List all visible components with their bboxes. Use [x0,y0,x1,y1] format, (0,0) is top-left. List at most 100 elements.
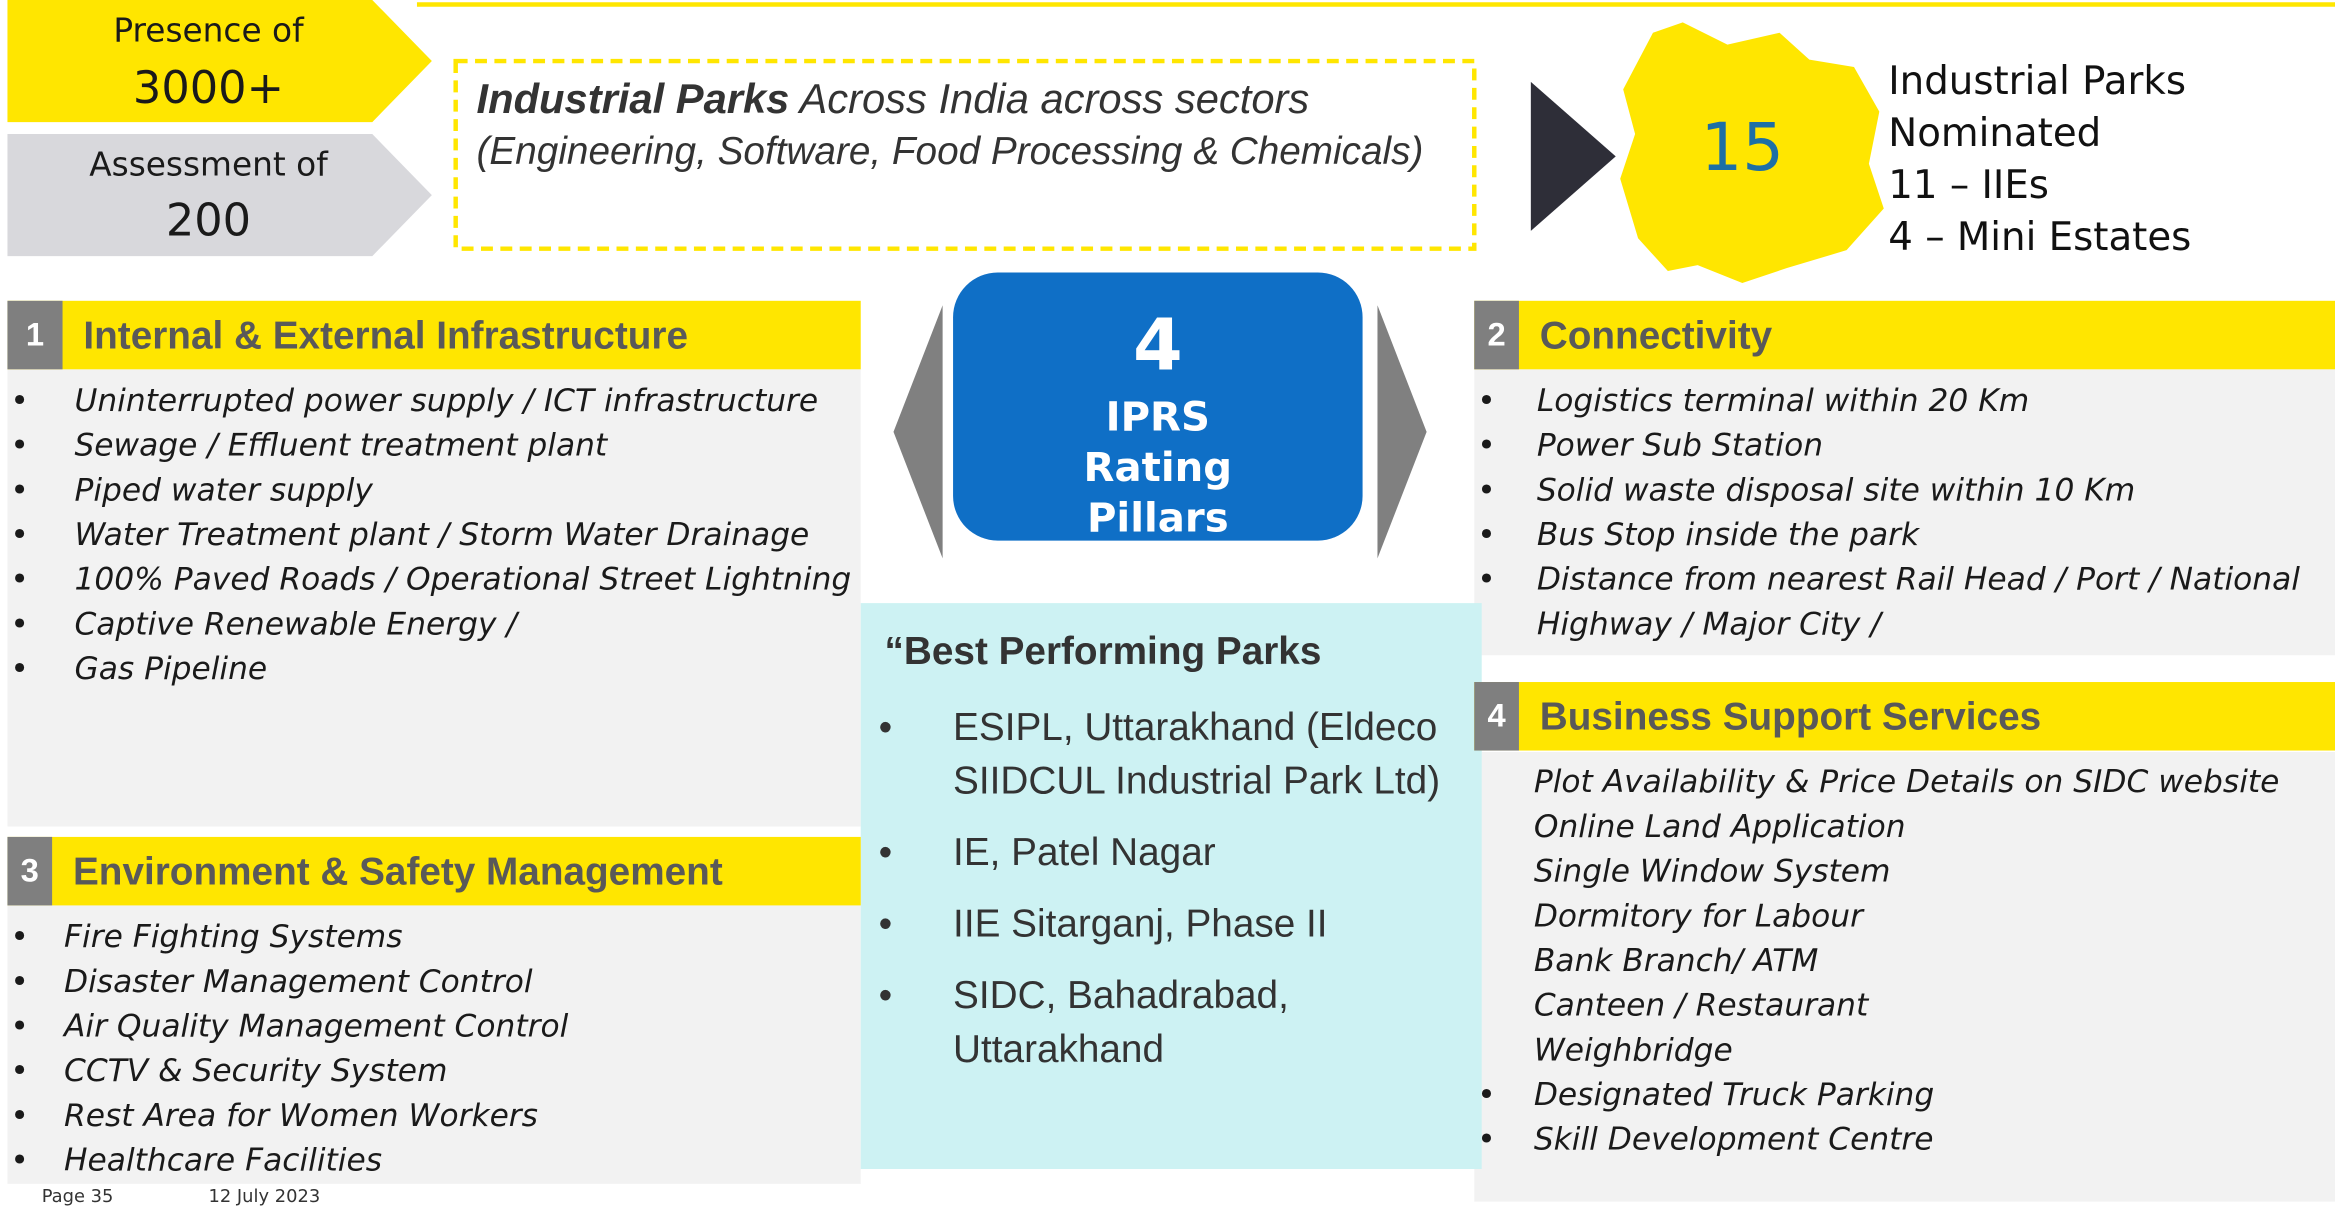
center-number: 4 [1132,303,1183,388]
pillar-number: 4 [1474,682,1519,751]
list-item: • Solid waste disposal site within 10 Km [1474,468,2335,513]
bullet: • [10,1008,29,1044]
bullet: • [10,606,29,642]
bullet: • [10,427,29,464]
parks-sectors: (Engineering, Software, Food Processing … [476,128,1424,173]
item-text: Skill Development Centre [1533,1121,1934,1158]
item-text: Single Window System [1533,853,1891,890]
bullet: • [1477,472,1496,508]
best-item: • IE, Patel Nagar [861,825,1464,879]
list-item: • Water Treatment plant / Storm Water Dra… [7,512,860,557]
bullet: • [10,561,29,598]
bullet: • [878,829,893,875]
bullet: • [878,900,893,946]
pillar: 4 Business Support Services Plot Availabil… [1474,682,2335,1162]
item-text: Dormitory for Labour [1533,897,1863,934]
best-item: • IIE Sitarganj, Phase II [861,896,1464,950]
bullet: • [10,1142,29,1178]
item-text: Designated Truck Parking [1533,1076,1935,1113]
item-text: Rest Area for Women Workers [64,1097,538,1134]
pointer [1530,81,1616,231]
pillar-list: • Fire Fighting Systems • Disaster Manageme… [7,914,860,1182]
item-text: Solid waste disposal site within 10 Km [1536,472,2136,508]
item-text: Logistics terminal within 20 Km [1536,382,2030,419]
item-text: Healthcare Facilities [64,1142,383,1178]
best-text: IIE Sitarganj, Phase II [953,900,1328,946]
bullet: • [10,382,29,419]
item-text: Disaster Management Control [64,963,533,1000]
nominated-line: 4 – Mini Estates [1888,215,2192,261]
bullet: • [10,1052,29,1089]
list-item: • Skill Development Centre [1474,1117,2335,1162]
bullet: • [10,1097,29,1134]
parks-text: Industrial Parks Across India across sec… [477,74,1460,175]
dashed-box [453,58,1477,251]
list-item: • Rest Area for Women Workers [7,1093,860,1138]
bullet: • [1477,1076,1496,1113]
item-text: Weighbridge [1533,1031,1733,1068]
item-text: Fire Fighting Systems [64,918,403,955]
panel [7,369,861,827]
pillar-header: 1 Internal & External Infrastructure [7,300,861,370]
bullet: • [878,972,893,1018]
assessment-label: Assessment of [89,147,328,185]
bullet: • [10,918,29,955]
list-item: • Distance from nearest Rail Head / Port … [1474,557,2335,646]
nominated-line: Industrial Parks [1888,59,2187,105]
parks-title: Industrial Parks [476,75,790,123]
best-text: IE, Patel Nagar [953,829,1216,875]
pillar-title: Internal & External Infrastructure [83,312,688,358]
footer-date: 12 July 2023 [208,1185,321,1206]
pillar-header: 4 Business Support Services [1474,682,2335,751]
bullet: • [1477,1121,1496,1158]
list-item: Canteen / Restaurant [1474,983,2335,1028]
center-box [953,272,1363,541]
list-item: Bank Branch/ ATM [1474,938,2335,983]
pillar-list: • Logistics terminal within 20 Km • Power S… [1474,378,2335,646]
pillar-header: 3 Environment & Safety Management [7,836,861,906]
bullet: • [10,963,29,1000]
panel [1474,752,2335,1202]
pillar-number: 3 [7,836,53,906]
item-text: Uninterrupted power supply / ICT infrast… [74,382,819,419]
bullet: • [10,472,29,508]
best-parks: “Best Performing Parks • ESIPL, Uttarakha… [861,625,1464,1093]
list-item: Plot Availability & Price Details on SID… [1474,759,2335,804]
list-item: • Piped water supply [7,468,860,513]
item-text: Sewage / Effluent treatment plant [74,427,608,464]
best-list: • ESIPL, Uttarakhand (Eldeco SIIDCUL Indu… [861,700,1464,1075]
item-text: Bus Stop inside the park [1536,516,1920,553]
pillar-list: Plot Availability & Price Details on SID… [1474,759,2335,1161]
list-item: Single Window System [1474,849,2335,894]
list-item: • Sewage / Effluent treatment plant [7,423,860,468]
list-item: • CCTV & Security System [7,1048,860,1093]
list-item: • Healthcare Facilities [7,1138,860,1183]
pillar: 2 Connectivity • Logistics terminal within … [1474,300,2335,646]
pillar: 3 Environment & Safety Management • Fire Fi… [7,836,861,1182]
left-arrow [893,305,943,559]
item-text: Bank Branch/ ATM [1533,942,1819,979]
bullet: • [1477,427,1496,464]
list-item: • Fire Fighting Systems [7,914,860,959]
center-text: 4 IPRS Rating Pillars [953,298,1363,545]
list-item: Weighbridge [1474,1028,2335,1073]
list-item: • Gas Pipeline [7,646,860,691]
presence-label: Presence of [113,13,304,51]
best-title: “Best Performing Parks [884,628,1322,674]
presence-box [7,0,432,123]
item-text: Canteen / Restaurant [1533,987,1869,1024]
pillar-title: Business Support Services [1539,693,2042,739]
item-text: Online Land Application [1533,808,1906,845]
parks-desc: Across India across sectors [799,75,1310,123]
item-text: Gas Pipeline [74,650,268,687]
pillar-list: • Uninterrupted power supply / ICT infras… [7,378,860,691]
item-text: Water Treatment plant / Storm Water Drai… [74,516,810,553]
list-item: • Disaster Management Control [7,959,860,1004]
item-text: Power Sub Station [1536,427,1824,464]
nominated-line: Nominated [1888,111,2102,157]
item-text: 100% Paved Roads / Operational Street Li… [74,561,852,598]
center-label: IPRS Rating Pillars [1083,394,1233,543]
item-text: Air Quality Management Control [64,1008,569,1044]
map-shape [1620,22,1884,283]
list-item: • Logistics terminal within 20 Km [1474,378,2335,423]
